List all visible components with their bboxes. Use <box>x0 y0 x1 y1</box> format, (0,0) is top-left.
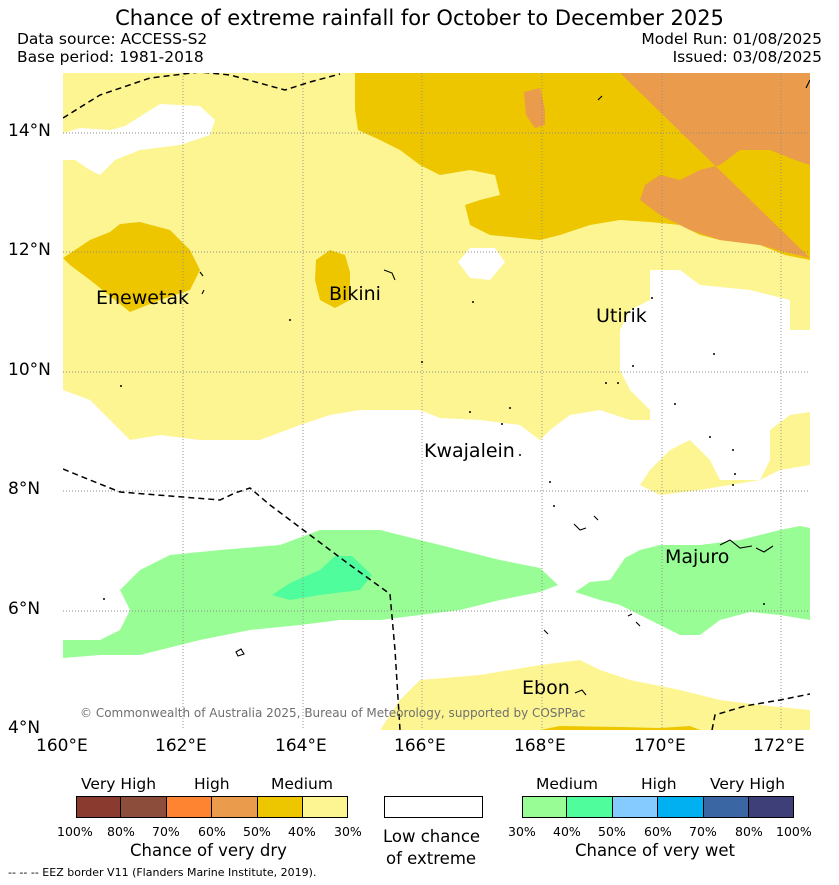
dry-category-high: High <box>194 775 230 793</box>
dry-swatch-1 <box>121 796 167 818</box>
wet-pct-30: 30% <box>508 824 536 839</box>
wet-pct-50: 50% <box>598 824 626 839</box>
lat-tick-10n: 10°N <box>8 360 51 380</box>
dry-category-very-high: Very High <box>81 775 157 793</box>
dry-strip-south <box>540 726 700 730</box>
place-label-utirik: Utirik <box>596 305 647 327</box>
dry-pct-70: 70% <box>152 824 180 839</box>
dry-region-40-50-bikini <box>315 250 350 308</box>
wet-pct-100: 100% <box>776 824 812 839</box>
lat-tick-8n: 8°N <box>8 479 41 499</box>
lon-tick-168e: 168°E <box>514 736 566 756</box>
island-dots <box>103 297 765 605</box>
wet-pct-80: 80% <box>735 824 763 839</box>
lon-tick-166e: 166°E <box>394 736 446 756</box>
wet-category-medium: Medium <box>536 775 598 793</box>
place-label-majuro: Majuro <box>665 546 730 568</box>
low-chance-swatch <box>384 796 483 818</box>
wet-region-30-40-east <box>575 526 810 635</box>
dry-pct-30: 30% <box>334 824 362 839</box>
lon-tick-160e: 160°E <box>36 736 88 756</box>
island-outlines <box>199 79 810 696</box>
wet-swatch-2 <box>612 796 659 818</box>
dry-pct-100: 100% <box>57 824 93 839</box>
model-run: Model Run: 01/08/2025 <box>641 30 822 48</box>
dry-category-medium: Medium <box>271 775 333 793</box>
dry-region-south <box>380 660 810 730</box>
dry-swatch-0 <box>76 796 122 818</box>
wet-pct-40: 40% <box>553 824 581 839</box>
wet-swatch-3 <box>658 796 704 818</box>
dry-pct-80: 80% <box>107 824 135 839</box>
lat-tick-14n: 14°N <box>8 121 51 141</box>
map-area <box>63 73 810 730</box>
low-chance-hole-west <box>63 104 215 175</box>
dry-swatch-3 <box>212 796 258 818</box>
dry-swatch-2 <box>166 796 213 818</box>
dry-region-east <box>640 412 810 495</box>
dry-swatch-5 <box>303 796 349 818</box>
wet-swatch-4 <box>703 796 749 818</box>
place-label-kwajalein: Kwajalein <box>424 440 515 462</box>
place-label-enewetak: Enewetak <box>96 287 190 309</box>
dry-region-50-60-patch <box>524 88 545 128</box>
wet-swatch-0 <box>522 796 568 818</box>
dry-region-40-50-enewetak <box>63 222 200 312</box>
wet-pct-70: 70% <box>689 824 717 839</box>
wet-swatch-1 <box>567 796 613 818</box>
dry-legend-title: Chance of very dry <box>130 841 287 860</box>
lon-tick-162e: 162°E <box>155 736 207 756</box>
low-chance-label-line2: of extreme <box>386 849 477 868</box>
wet-category-very-high: Very High <box>710 775 786 793</box>
eez-border-note: -- -- -- EEZ border V11 (Flanders Marine… <box>8 866 317 879</box>
low-chance-label-line1: Low chance <box>383 827 481 846</box>
lat-tick-4n: 4°N <box>8 718 41 738</box>
issued-date: Issued: 03/08/2025 <box>672 48 822 66</box>
wet-pct-60: 60% <box>644 824 672 839</box>
dry-region-50-60 <box>620 73 810 258</box>
dry-pct-50: 50% <box>243 824 271 839</box>
data-source: Data source: ACCESS-S2 <box>17 30 208 48</box>
base-period: Base period: 1981-2018 <box>17 48 204 66</box>
lon-tick-170e: 170°E <box>634 736 686 756</box>
low-chance-hole-mid <box>458 248 505 280</box>
lon-tick-164e: 164°E <box>275 736 327 756</box>
place-label-ebon: Ebon <box>522 677 570 699</box>
lat-tick-6n: 6°N <box>8 599 41 619</box>
wet-region-40-50 <box>272 556 372 600</box>
wet-category-high: High <box>641 775 677 793</box>
lat-tick-12n: 12°N <box>8 240 51 260</box>
copyright-notice: © Commonwealth of Australia 2025, Bureau… <box>80 706 586 720</box>
wet-legend-title: Chance of very wet <box>575 841 735 860</box>
dry-swatch-4 <box>257 796 303 818</box>
dry-pct-40: 40% <box>288 824 316 839</box>
wet-swatch-5 <box>749 796 795 818</box>
lon-tick-172e: 172°E <box>753 736 805 756</box>
eez-borders <box>63 73 810 730</box>
dry-pct-60: 60% <box>198 824 226 839</box>
place-label-bikini: Bikini <box>329 283 381 305</box>
map-title: Chance of extreme rainfall for October t… <box>115 6 724 30</box>
